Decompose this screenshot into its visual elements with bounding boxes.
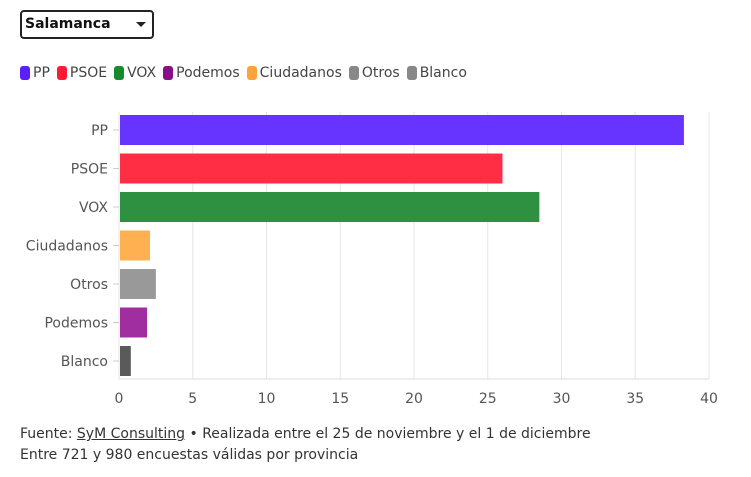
chevron-down-icon [136, 22, 146, 27]
x-tick-label: 10 [258, 391, 276, 407]
legend-item[interactable]: Ciudadanos [246, 65, 342, 81]
legend-swatch [348, 66, 359, 80]
source-suffix: • Realizada entre el 25 de noviembre y e… [185, 426, 591, 442]
bar-otros [120, 269, 156, 299]
province-select-value: Salamanca [25, 16, 111, 32]
legend-item[interactable]: PP [20, 65, 50, 81]
bar-vox [120, 192, 540, 222]
y-tick-label: PP [91, 123, 108, 139]
x-tick-label: 20 [405, 391, 423, 407]
y-tick-label: Ciudadanos [26, 239, 108, 255]
legend-swatch [246, 66, 257, 80]
y-tick-label: Podemos [44, 316, 108, 332]
legend-item[interactable]: VOX [114, 65, 156, 81]
legend-swatch [163, 66, 174, 80]
bar-chart: 0 5 10 15 20 25 30 35 40 PP PSOE VOX Ciudadanos Otros… [26, 112, 718, 407]
bar-ciudadanos [120, 230, 150, 261]
bar-podemos [120, 307, 148, 338]
legend: PP PSOE VOX Podemos Ciudadanos Otros Blanco [20, 65, 467, 81]
x-tick-label: 40 [700, 391, 718, 407]
legend-swatch [114, 66, 125, 80]
x-tick-label: 15 [331, 391, 349, 407]
x-tick-label: 25 [479, 391, 497, 407]
footer-note: Entre 721 y 980 encuestas válidas por pr… [20, 447, 359, 463]
legend-label: PP [33, 65, 50, 81]
y-tick-label: Blanco [61, 354, 108, 370]
legend-item[interactable]: Otros [348, 65, 400, 81]
legend-item[interactable]: Blanco [406, 65, 467, 81]
legend-label: VOX [127, 65, 157, 81]
x-tick-label: 5 [188, 391, 197, 407]
y-tick-label: Otros [70, 277, 108, 293]
x-tick-label: 30 [553, 391, 571, 407]
legend-item[interactable]: PSOE [56, 65, 108, 81]
province-select[interactable]: Salamanca [20, 10, 154, 39]
y-tick-label: VOX [79, 200, 108, 216]
legend-item[interactable]: Podemos [163, 65, 240, 81]
bar-blanco [120, 346, 131, 376]
legend-label: Otros [361, 65, 400, 81]
y-tick-label: PSOE [71, 162, 108, 178]
source-prefix: Fuente: [20, 426, 77, 442]
legend-label: Podemos [176, 65, 240, 81]
legend-swatch [406, 66, 417, 80]
source-link[interactable]: SyM Consulting [76, 426, 186, 442]
bar-psoe [120, 153, 503, 184]
legend-label: PSOE [69, 65, 108, 81]
legend-swatch [56, 66, 67, 80]
legend-label: Blanco [419, 65, 467, 81]
footer: Fuente: SyM Consulting • Realizada entre… [20, 424, 591, 466]
bar-pp [120, 115, 684, 145]
legend-swatch [20, 66, 30, 80]
x-tick-label: 35 [626, 391, 644, 407]
legend-label: Ciudadanos [259, 65, 342, 81]
x-tick-label: 0 [115, 391, 124, 407]
